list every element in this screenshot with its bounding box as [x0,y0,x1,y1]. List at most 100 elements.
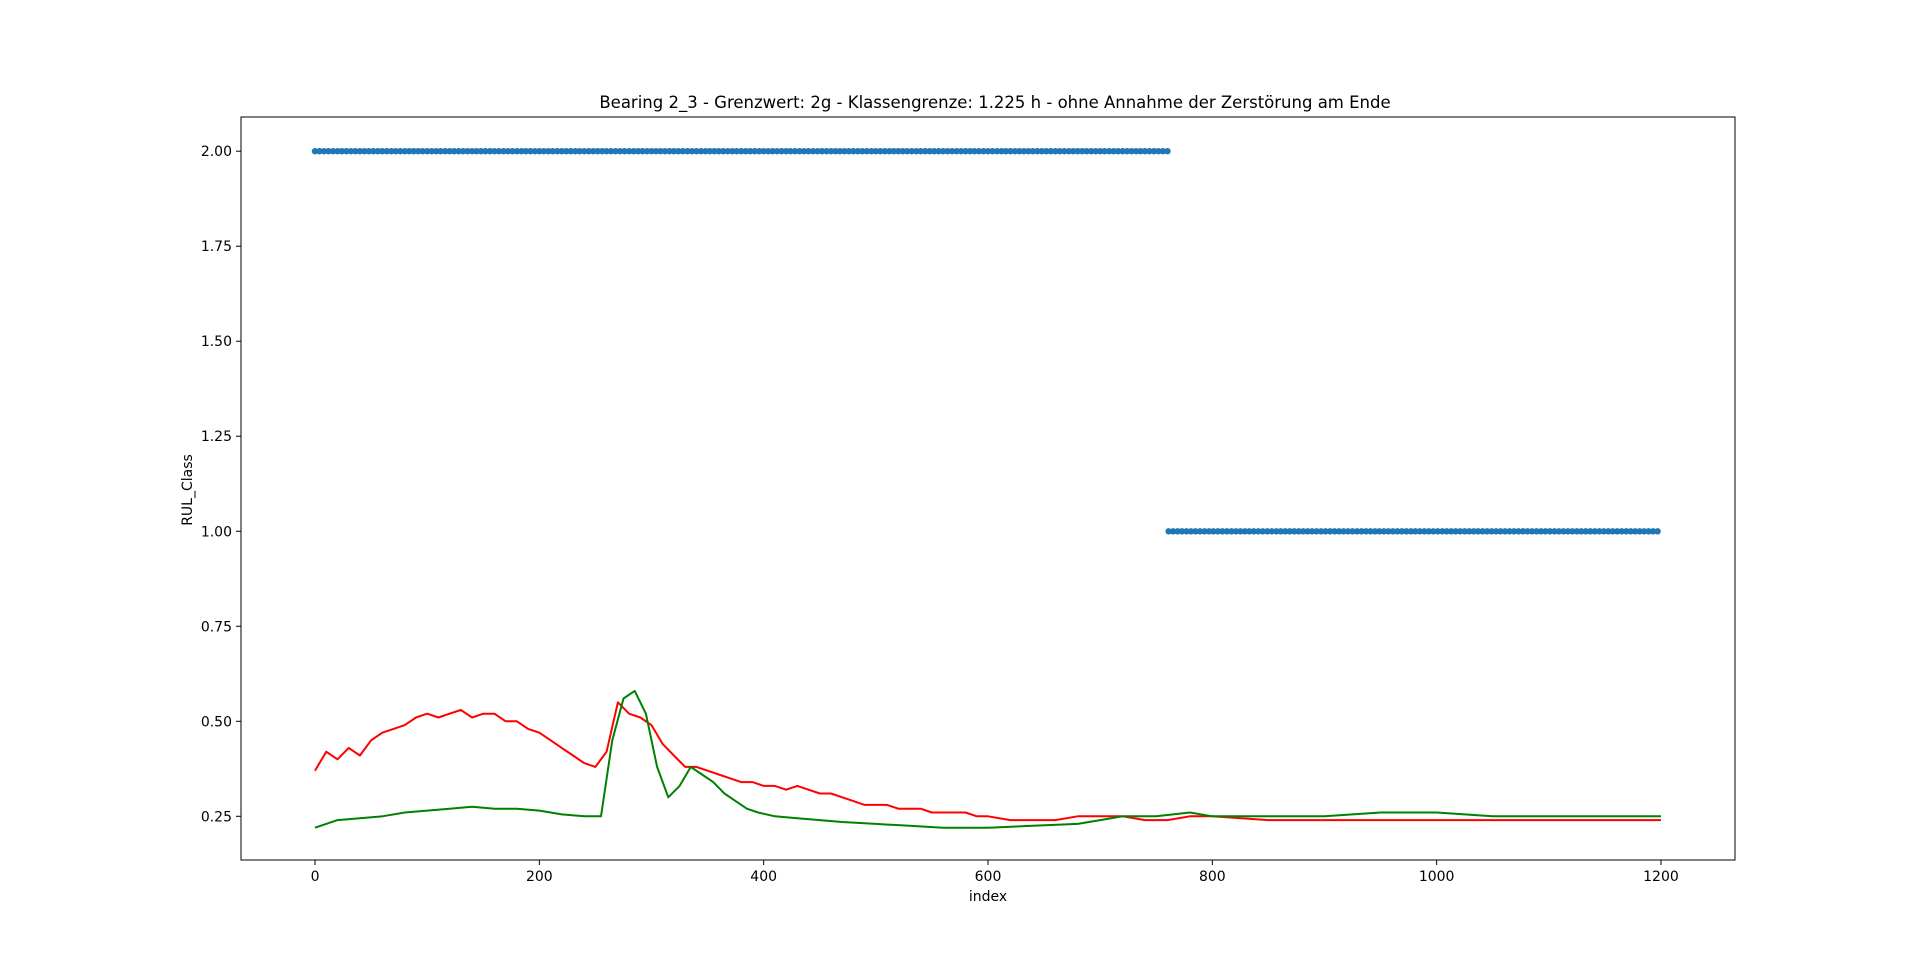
scatter-point [818,148,826,155]
scatter-point [1488,528,1495,535]
scatter-point [1479,528,1486,535]
scatter-point [1038,148,1046,155]
scatter-point [1385,528,1392,535]
scatter-point [334,148,341,155]
scatter-point [1169,528,1177,535]
scatter-point [1070,148,1077,155]
scatter-point [1582,528,1590,535]
scatter-point [509,148,516,155]
scatter-point [590,148,597,155]
scatter-point [1002,148,1010,155]
scatter-point [1241,528,1249,535]
scatter-point [980,148,987,155]
scatter-point [567,148,574,155]
scatter-point [859,148,866,155]
scatter-point [796,148,803,155]
scatter-point [1164,148,1171,155]
y-tick-label: 1.75 [201,239,232,255]
chart-title: Bearing 2_3 - Grenzwert: 2g - Klassengre… [599,93,1390,113]
scatter-point [1214,528,1222,535]
scatter-point [832,148,839,155]
scatter-point [500,148,507,155]
scatter-point [1029,148,1037,155]
scatter-point [1183,528,1190,535]
y-tick-label: 1.00 [201,524,232,540]
scatter-point [1065,148,1073,155]
scatter-point [325,148,332,155]
scatter-point [1537,528,1545,535]
scatter-point [450,148,458,155]
scatter-point [1632,528,1639,535]
scatter-point [1322,528,1329,535]
scatter-point [482,148,489,155]
scatter-point [773,148,781,155]
scatter-point [1636,528,1643,535]
scatter-point [971,148,978,155]
scatter-point [1205,528,1213,535]
scatter-point [1264,528,1271,535]
scatter-point [935,148,942,155]
scatter-point [1141,148,1149,155]
scatter-point [850,148,857,155]
plot-frame [240,116,1736,861]
scatter-point [1542,528,1549,535]
scatter-point [581,148,588,155]
scatter-point [383,148,390,155]
y-tick-label: 0.50 [201,714,232,730]
scatter-point [594,148,601,155]
scatter-point [1528,528,1536,535]
scatter-point [1466,528,1473,535]
scatter-point [343,148,350,155]
scatter-point [863,148,871,155]
scatter-point [599,148,606,155]
scatter-point [397,148,404,155]
scatter-point [1380,528,1388,535]
scatter-point [406,148,413,155]
scatter-point [1043,148,1050,155]
scatter-point [908,148,915,155]
scatter-point [1560,528,1567,535]
scatter-point [1605,528,1612,535]
scatter-point [1443,528,1450,535]
scatter-point [1074,148,1081,155]
scatter-point [1159,148,1167,155]
scatter-point [486,148,494,155]
scatter-point [711,148,718,155]
scatter-point [1371,528,1379,535]
scatter-point [379,148,386,155]
scatter-point [446,148,453,155]
scatter-point [1430,528,1437,535]
scatter-point [1618,528,1625,535]
scatter-point [661,148,669,155]
scatter-point [993,148,1001,155]
scatter-point [1524,528,1531,535]
scatter-point [1268,528,1276,535]
scatter-point [670,148,678,155]
scatter-point [1317,528,1325,535]
scatter-point [1304,528,1311,535]
scatter-point [518,148,525,155]
scatter-point [1119,148,1126,155]
scatter-point [953,148,960,155]
scatter-point [419,148,426,155]
y-tick-label: 1.50 [201,334,232,350]
scatter-point [957,148,965,155]
plot-area [311,148,1661,829]
scatter-point [388,148,395,155]
scatter-point [939,148,947,155]
scatter-point [751,148,758,155]
scatter-point [464,148,471,155]
scatter-point [962,148,969,155]
scatter-point [1551,528,1558,535]
scatter-point [1237,528,1244,535]
scatter-point [1546,528,1554,535]
scatter-point [827,148,835,155]
scatter-point [1645,528,1652,535]
scatter-point [1273,528,1280,535]
scatter-point [1421,528,1428,535]
scatter-point [1448,528,1455,535]
scatter-point [1483,528,1491,535]
scatter-point [913,148,920,155]
y-tick-label: 2.00 [201,144,232,160]
scatter-point [495,148,503,155]
